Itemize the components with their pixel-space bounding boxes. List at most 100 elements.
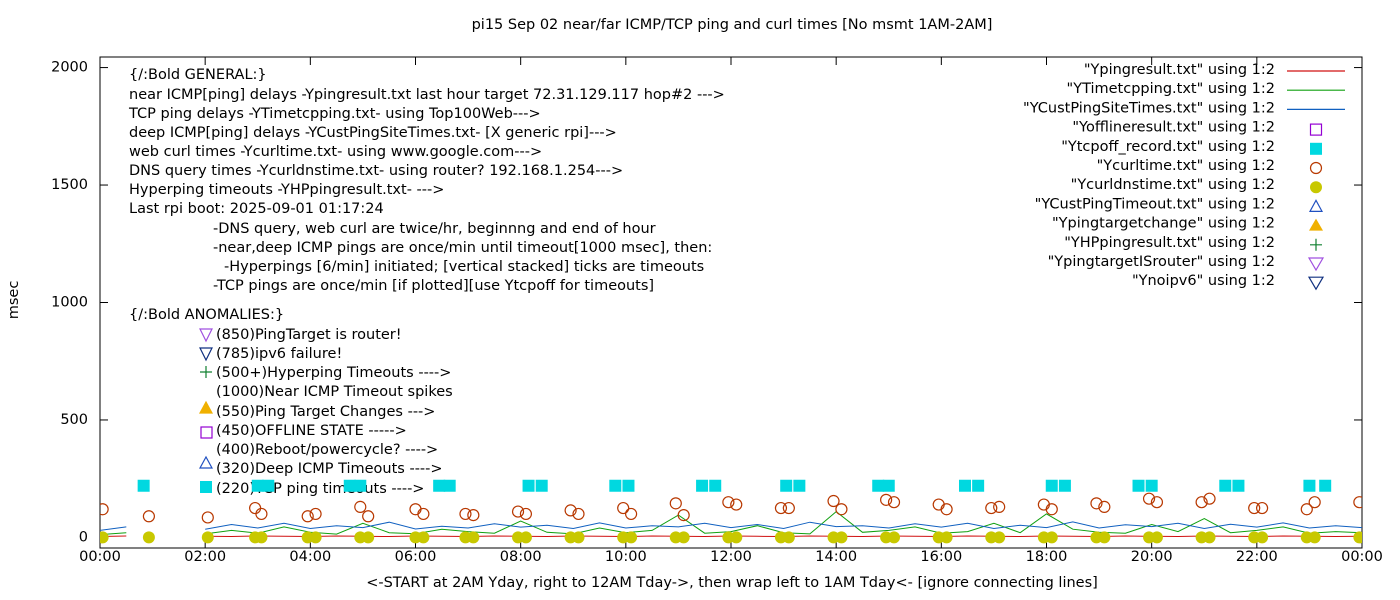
symbol bbox=[199, 328, 213, 343]
marker-circle bbox=[1142, 492, 1156, 505]
legend-label: "YTimetcpping.txt" using 1:2 bbox=[1067, 81, 1275, 97]
annotation: (500+)Hyperping Timeouts ----> bbox=[216, 365, 451, 381]
marker-circle bbox=[1150, 496, 1164, 509]
annotation: -DNS query, web curl are twice/hr, begin… bbox=[213, 221, 656, 237]
marker-circle bbox=[1203, 531, 1216, 544]
marker-square bbox=[1232, 479, 1245, 492]
marker-circle bbox=[519, 531, 532, 544]
marker-square bbox=[251, 479, 264, 492]
annotation: Hyperping timeouts -YHPpingresult.txt- -… bbox=[129, 182, 444, 198]
y-tick-label: 2000 bbox=[51, 60, 88, 76]
annotation: TCP ping delays -YTimetcpping.txt- using… bbox=[128, 106, 541, 122]
y-tick-label: 1500 bbox=[51, 177, 88, 193]
marker-circle bbox=[1255, 501, 1269, 515]
marker-square bbox=[1303, 479, 1316, 492]
legend-label: "Ypingtargetchange" using 1:2 bbox=[1052, 216, 1275, 232]
marker-circle bbox=[887, 496, 901, 509]
annotation: Last rpi boot: 2025-09-01 01:17:24 bbox=[129, 201, 384, 217]
marker-circle bbox=[459, 507, 472, 521]
marker-circle bbox=[1045, 531, 1058, 544]
marker-circle bbox=[100, 531, 109, 544]
marker-square bbox=[522, 479, 535, 492]
anomaly-symbols bbox=[198, 328, 214, 493]
marker-circle bbox=[255, 507, 268, 521]
marker-circle bbox=[888, 531, 901, 544]
marker-circle bbox=[940, 503, 953, 516]
symbol bbox=[199, 347, 213, 362]
series-line bbox=[100, 521, 1362, 531]
marker-circle bbox=[564, 504, 577, 517]
marker-circle bbox=[782, 531, 795, 544]
x-tick-label: 20:00 bbox=[1131, 549, 1173, 565]
marker-square bbox=[872, 479, 885, 492]
marker-circle bbox=[255, 531, 268, 544]
marker-circle bbox=[1308, 531, 1321, 544]
annotation: (220)TCP ping timeouts ----> bbox=[216, 481, 424, 497]
symbol bbox=[198, 455, 214, 469]
y-tick-label: 1000 bbox=[51, 295, 88, 311]
marker-square bbox=[1145, 479, 1158, 492]
marker-circle bbox=[1256, 531, 1269, 544]
marker-circle bbox=[835, 503, 848, 516]
marker-circle bbox=[993, 531, 1006, 544]
x-tick-label: 22:00 bbox=[1236, 549, 1278, 565]
marker-circle bbox=[1203, 492, 1216, 505]
marker-circle bbox=[669, 497, 682, 510]
legend-swatch bbox=[1310, 181, 1322, 194]
marker-circle bbox=[677, 531, 690, 544]
marker-circle bbox=[362, 510, 375, 523]
annotation: (1000)Near ICMP Timeout spikes bbox=[216, 384, 453, 400]
x-tick-label: 16:00 bbox=[920, 549, 962, 565]
marker-square bbox=[354, 479, 367, 492]
marker-circle bbox=[827, 494, 840, 508]
symbol bbox=[200, 481, 212, 493]
legend-label: "Ycurltime.txt" using 1:2 bbox=[1097, 158, 1275, 174]
annotation: -TCP pings are once/min [if plotted][use… bbox=[213, 278, 654, 294]
legend-label: "YpingtargetISrouter" using 1:2 bbox=[1048, 254, 1275, 270]
marker-circle bbox=[519, 507, 533, 521]
marker-circle bbox=[1248, 501, 1261, 515]
marker-square bbox=[1045, 479, 1058, 492]
marker-circle bbox=[142, 531, 155, 544]
marker-circle bbox=[467, 509, 480, 522]
legend-swatch bbox=[1308, 199, 1324, 212]
legend-label: "YCustPingTimeout.txt" using 1:2 bbox=[1035, 196, 1275, 212]
annotation: (400)Reboot/powercycle? ----> bbox=[216, 442, 438, 458]
marker-circle bbox=[301, 510, 314, 523]
annotation: (320)Deep ICMP Timeouts ----> bbox=[216, 461, 443, 477]
annotation: {/:Bold ANOMALIES:} bbox=[129, 307, 284, 323]
x-tick-label: 08:00 bbox=[500, 549, 542, 565]
annotation: {/:Bold GENERAL:} bbox=[129, 67, 267, 83]
marker-square bbox=[780, 479, 793, 492]
marker-square bbox=[443, 479, 456, 492]
marker-circle bbox=[835, 531, 848, 544]
x-tick-label: 10:00 bbox=[605, 549, 647, 565]
marker-square bbox=[972, 479, 985, 492]
annotation: DNS query times -Ycurldnstime.txt- using… bbox=[129, 163, 623, 179]
marker-circle bbox=[1045, 503, 1058, 516]
x-tick-label: 18:00 bbox=[1026, 549, 1068, 565]
legend-swatch bbox=[1310, 142, 1322, 155]
y-axis-label: msec bbox=[6, 281, 22, 320]
annotation: (850)PingTarget is router! bbox=[216, 327, 402, 343]
marker-circle bbox=[730, 531, 743, 544]
legend-swatch bbox=[1309, 161, 1323, 175]
marker-circle bbox=[782, 501, 795, 515]
legend-label: "Ycurldnstime.txt" using 1:2 bbox=[1071, 177, 1275, 193]
legend-label: "YCustPingSiteTimes.txt" using 1:2 bbox=[1023, 100, 1275, 116]
marker-square bbox=[609, 479, 622, 492]
x-tick-label: 14:00 bbox=[815, 549, 857, 565]
marker-circle bbox=[100, 503, 109, 516]
legend-label: "Ytcpoff_record.txt" using 1:2 bbox=[1061, 139, 1275, 155]
marker-circle bbox=[1098, 531, 1111, 544]
marker-square bbox=[1319, 479, 1332, 492]
marker-square bbox=[1132, 479, 1145, 492]
x-tick-label: 12:00 bbox=[710, 549, 752, 565]
marker-square bbox=[793, 479, 806, 492]
annotation: deep ICMP[ping] delays -YCustPingSiteTim… bbox=[129, 125, 617, 141]
marker-circle bbox=[993, 500, 1006, 513]
marker-square bbox=[343, 479, 356, 492]
marker-circle bbox=[142, 510, 156, 523]
